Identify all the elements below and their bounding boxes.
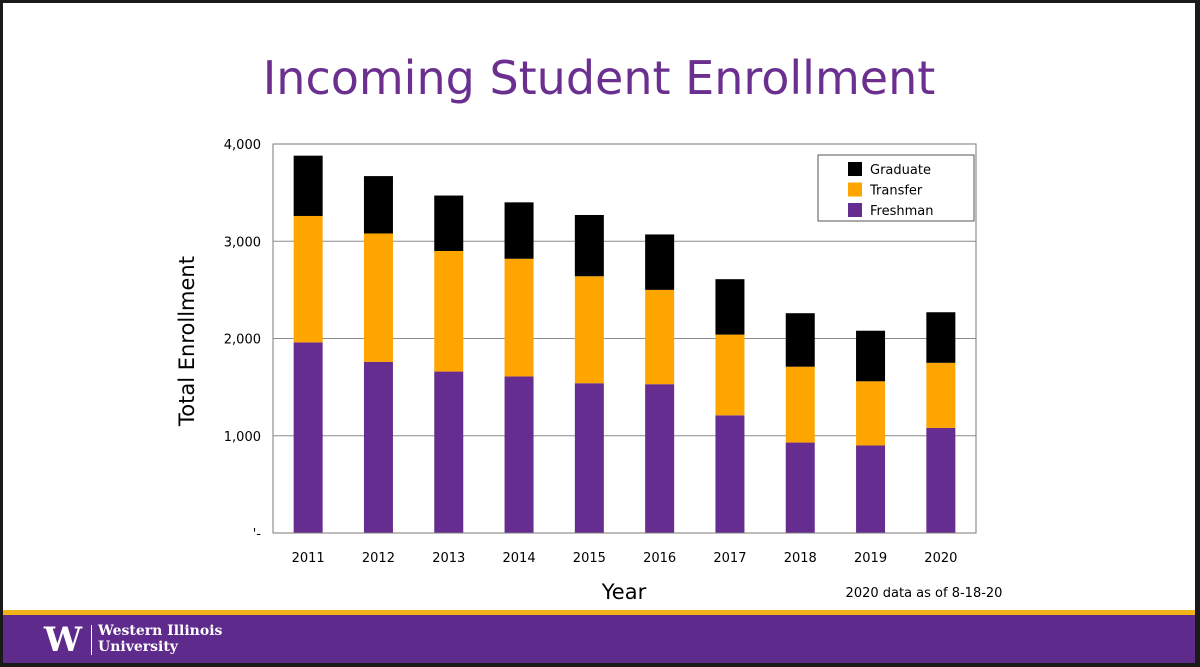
x-tick-label: 2015 bbox=[573, 551, 606, 566]
bar-graduate-2016 bbox=[645, 234, 675, 290]
legend-label-transfer: Transfer bbox=[869, 184, 923, 199]
bar-graduate-2014 bbox=[504, 202, 534, 259]
bar-graduate-2019 bbox=[856, 330, 886, 382]
bar-freshman-2016 bbox=[645, 384, 675, 533]
bar-freshman-2015 bbox=[574, 383, 604, 533]
bar-transfer-2019 bbox=[856, 381, 886, 446]
slide: Incoming Student Enrollment '- 1,000 2,000… bbox=[3, 3, 1195, 663]
bar-transfer-2016 bbox=[645, 289, 675, 385]
x-tick-label: 2016 bbox=[643, 551, 676, 566]
bar-transfer-2011 bbox=[293, 215, 323, 343]
bar-freshman-2013 bbox=[434, 371, 464, 533]
bar-graduate-2017 bbox=[715, 279, 745, 335]
bars bbox=[293, 155, 956, 533]
bar-transfer-2013 bbox=[434, 250, 464, 372]
footer-accent-stripe bbox=[3, 610, 1195, 615]
y-tick-label: '- bbox=[253, 527, 262, 542]
bar-transfer-2018 bbox=[785, 366, 815, 443]
legend-label-graduate: Graduate bbox=[870, 163, 931, 178]
bar-graduate-2015 bbox=[574, 214, 604, 277]
bar-freshman-2012 bbox=[363, 361, 393, 533]
x-axis-label: Year bbox=[601, 580, 647, 604]
institution-line-2: University bbox=[98, 639, 178, 655]
stacked-bar-chart: '- 1,000 2,000 3,000 4,000 2011 2012 2013 2014 20… bbox=[175, 138, 1003, 604]
bar-graduate-2013 bbox=[434, 195, 464, 251]
legend: Graduate Transfer Freshman bbox=[817, 154, 975, 222]
y-tick-label: 3,000 bbox=[224, 235, 261, 250]
bar-freshman-2017 bbox=[715, 415, 745, 533]
legend-box bbox=[817, 154, 975, 222]
x-tick-label: 2014 bbox=[503, 551, 536, 566]
tick-labels: '- 1,000 2,000 3,000 4,000 2011 2012 2013 2014 20… bbox=[224, 138, 958, 566]
y-axis-label: Total Enrollment bbox=[175, 256, 199, 427]
bar-transfer-2014 bbox=[504, 258, 534, 377]
footer-bar: W Western Illinois University bbox=[3, 615, 1195, 663]
legend-swatch-freshman bbox=[848, 203, 862, 217]
x-tick-label: 2020 bbox=[924, 551, 957, 566]
legend-swatch-transfer bbox=[848, 182, 862, 197]
legend-swatch-graduate bbox=[848, 162, 862, 176]
bar-transfer-2020 bbox=[926, 362, 956, 428]
bar-graduate-2012 bbox=[363, 176, 393, 234]
logo-divider bbox=[91, 625, 92, 655]
bar-transfer-2012 bbox=[363, 233, 393, 362]
x-tick-label: 2018 bbox=[784, 551, 817, 566]
axes bbox=[272, 143, 977, 534]
y-tick-label: 1,000 bbox=[224, 430, 261, 445]
bar-freshman-2014 bbox=[504, 376, 534, 533]
x-tick-label: 2012 bbox=[362, 551, 395, 566]
y-tick-label: 4,000 bbox=[224, 138, 261, 153]
x-tick-label: 2013 bbox=[432, 551, 465, 566]
legend-label-freshman: Freshman bbox=[870, 204, 933, 219]
x-tick-label: 2011 bbox=[292, 551, 325, 566]
x-tick-label: 2019 bbox=[854, 551, 887, 566]
bar-graduate-2011 bbox=[293, 155, 323, 216]
bar-transfer-2017 bbox=[715, 334, 745, 416]
bar-transfer-2015 bbox=[574, 276, 604, 384]
plot-frame bbox=[272, 143, 977, 534]
bar-freshman-2011 bbox=[293, 342, 323, 533]
data-note: 2020 data as of 8-18-20 bbox=[846, 586, 1003, 601]
bar-freshman-2018 bbox=[785, 442, 815, 533]
bar-freshman-2020 bbox=[926, 427, 956, 533]
bar-graduate-2018 bbox=[785, 313, 815, 367]
y-tick-label: 2,000 bbox=[224, 333, 261, 348]
bar-freshman-2019 bbox=[856, 445, 886, 533]
institution-name: Western Illinois University bbox=[98, 623, 222, 655]
institution-line-1: Western Illinois bbox=[98, 623, 223, 639]
wiu-logo-icon: W bbox=[43, 622, 83, 656]
logo-mark: W bbox=[43, 622, 83, 656]
slide-title: Incoming Student Enrollment bbox=[262, 51, 936, 105]
x-tick-label: 2017 bbox=[713, 551, 746, 566]
bar-graduate-2020 bbox=[926, 312, 956, 363]
